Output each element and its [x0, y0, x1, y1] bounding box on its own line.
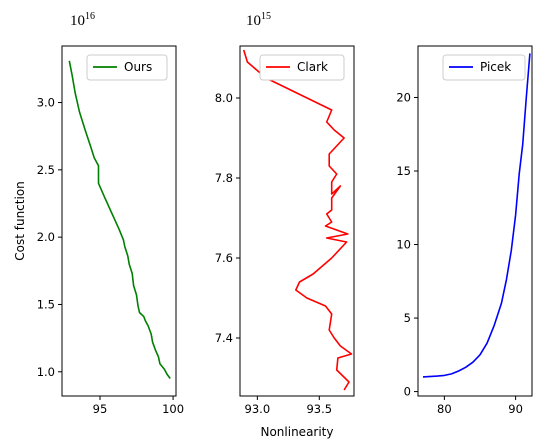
x-tick-label-picek: 80	[437, 402, 452, 416]
y-tick-label-clark: 7.4	[215, 331, 233, 345]
legend-label-ours: Ours	[124, 60, 152, 74]
y-tick-label-picek: 20	[396, 90, 411, 104]
plot-picek	[422, 53, 531, 378]
y-tick-label-clark: 7.6	[215, 251, 233, 265]
plot-clark	[242, 49, 353, 391]
legend-box-picek	[442, 54, 526, 81]
ticks-ours: 95 100 1.0 1.5 2.0 2.5 3.0	[37, 96, 184, 416]
axes-frame-clark	[239, 45, 355, 397]
x-tick-label-clark: 93.5	[306, 402, 332, 416]
axes-frame-ours	[61, 45, 177, 397]
y-tick-label-ours: 2.5	[37, 163, 55, 177]
legend-label-picek: Picek	[480, 60, 511, 74]
y-tick-label-picek: 10	[396, 238, 411, 252]
ticks-picek: 80 90 0 5 10 15 20	[396, 90, 523, 416]
y-tick-label-clark: 7.8	[215, 171, 233, 185]
y-tick-label-ours: 1.0	[37, 365, 55, 379]
y-tick-label-ours: 2.0	[37, 230, 55, 244]
x-tick-label-clark: 93.0	[245, 402, 271, 416]
legend-label-clark: Clark	[297, 60, 328, 74]
panel-picek: 80 90 0 5 10 15 20 Picek	[396, 45, 533, 416]
series-line-picek	[422, 53, 531, 378]
legend-box-clark	[259, 54, 345, 81]
panel-clark: 1015 93.0 93.5 7.4 7.6 7.8 8.0 Clark Nonlinea…	[215, 11, 355, 439]
x-tick-label-picek: 90	[508, 402, 523, 416]
series-line-ours	[68, 60, 171, 379]
y-tick-label-picek: 15	[396, 164, 411, 178]
y-tick-label-picek: 5	[404, 311, 411, 325]
y-tick-label-ours: 3.0	[37, 96, 55, 110]
legend-ours: Ours	[86, 54, 168, 81]
x-axis-label-clark: Nonlinearity	[260, 425, 333, 439]
legend-clark: Clark	[259, 54, 345, 81]
y-axis-label-ours: Cost function	[13, 181, 27, 261]
legend-box-ours	[86, 54, 168, 81]
y-tick-label-picek: 0	[404, 385, 411, 399]
panel-ours: 1016 Cost function 95 1001.01.52.02.53.0 …	[13, 11, 184, 416]
offset-label-clark: 1015	[246, 11, 271, 29]
y-tick-label-clark: 8.0	[215, 91, 233, 105]
ticks-clark: 93.0 93.5 7.4 7.6 7.8 8.0	[215, 91, 332, 416]
x-tick-label-ours: 100	[162, 402, 184, 416]
plot-ours	[68, 60, 171, 379]
x-tick-label-ours: 95	[93, 402, 108, 416]
series-line-clark	[242, 49, 353, 391]
offset-label-ours: 1016	[70, 11, 95, 29]
legend-picek: Picek	[442, 54, 526, 81]
y-tick-label-ours: 1.5	[37, 297, 55, 311]
axes-frame-picek	[417, 45, 533, 397]
